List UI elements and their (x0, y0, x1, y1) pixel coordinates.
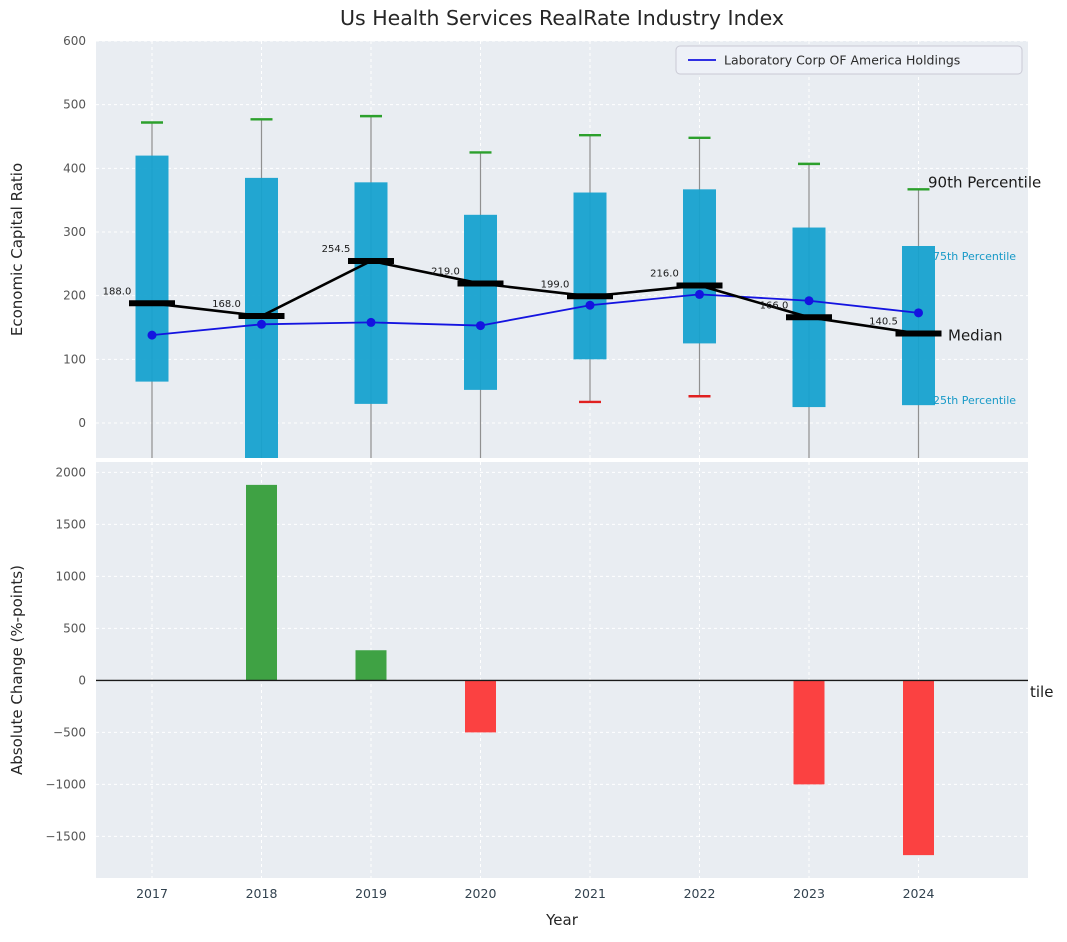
iqr-box-2017 (135, 155, 169, 382)
bottom-ylabel: Absolute Change (%-points) (8, 565, 26, 775)
bottom-ytick-1000: 1000 (55, 569, 86, 583)
xlabel: Year (545, 911, 579, 929)
bottom-ytick--1500: −1500 (45, 829, 86, 843)
bottom-ytick-0: 0 (78, 673, 86, 687)
top-grid (96, 40, 1028, 458)
company-marker-2019 (366, 317, 376, 327)
iqr-box-2024 (902, 245, 935, 406)
bottom-ytick-1500: 1500 (55, 517, 86, 531)
top-ytick-200: 200 (63, 289, 86, 303)
company-marker-2024 (914, 308, 923, 318)
median-label-2017: 188.0 (103, 286, 132, 297)
iqr-box-2020 (464, 214, 497, 390)
xtick-2018: 2018 (246, 886, 278, 901)
bottom-ytick--500: −500 (53, 725, 86, 739)
xtick-2023: 2023 (793, 886, 825, 901)
median-label-2021: 199.0 (541, 279, 570, 290)
change-bar-2019 (355, 650, 387, 681)
change-bar-2020 (465, 680, 496, 733)
median-label-2024: 140.5 (869, 317, 898, 328)
median-label-2020: 219.0 (431, 267, 460, 278)
company-marker-2020 (476, 321, 485, 331)
company-marker-2023 (804, 296, 814, 306)
xtick-2017: 2017 (136, 886, 168, 901)
top-ytick-300: 300 (63, 225, 86, 239)
xtick-2020: 2020 (465, 886, 497, 901)
company-line (151, 293, 919, 337)
bottom-ytick-2000: 2000 (55, 465, 86, 479)
bottom-ytick-500: 500 (63, 621, 86, 635)
annotation-3: 25th Percentile (933, 394, 1016, 407)
annotation-1: 75th Percentile (933, 250, 1016, 263)
median-line (151, 259, 919, 335)
change-bar-2023 (793, 680, 825, 785)
iqr-box-2022 (683, 189, 716, 344)
bottom-ytick--1000: −1000 (45, 777, 86, 791)
change-bar-2024 (903, 680, 934, 856)
company-marker-2017 (147, 330, 157, 340)
top-ytick-400: 400 (63, 161, 86, 175)
annotation-0: 90th Percentile (928, 174, 1041, 192)
legend-label: Laboratory Corp OF America Holdings (724, 53, 960, 68)
top-ytick-0: 0 (78, 416, 86, 430)
median-label-2018: 168.0 (212, 299, 241, 310)
change-bar-2018 (246, 484, 277, 681)
median-label-2022: 216.0 (650, 268, 679, 279)
company-marker-2022 (695, 289, 704, 299)
company-marker-2021 (585, 300, 595, 310)
company-marker-2018 (257, 319, 266, 329)
bottom-annotation-0: tile (1030, 683, 1053, 701)
top-ylabel: Economic Capital Ratio (8, 163, 26, 336)
legend: Laboratory Corp OF America Holdings (675, 45, 1023, 75)
bar-layer (246, 484, 934, 856)
top-ytick-100: 100 (63, 352, 86, 366)
median-label-2019: 254.5 (322, 244, 351, 255)
top-panel-background (96, 41, 1028, 458)
top-ytick-500: 500 (63, 98, 86, 112)
chart-title: Us Health Services RealRate Industry Ind… (340, 6, 784, 30)
legend-box (675, 45, 1023, 75)
xtick-2022: 2022 (684, 886, 716, 901)
iqr-box-2019 (354, 182, 388, 404)
xtick-2021: 2021 (574, 886, 606, 901)
median-label-2023: 166.0 (760, 300, 789, 311)
top-ytick-600: 600 (63, 34, 86, 48)
iqr-box-2021 (573, 192, 607, 360)
xtick-2019: 2019 (355, 886, 387, 901)
xtick-2024: 2024 (903, 886, 935, 901)
annotation-2: Median (948, 326, 1003, 344)
